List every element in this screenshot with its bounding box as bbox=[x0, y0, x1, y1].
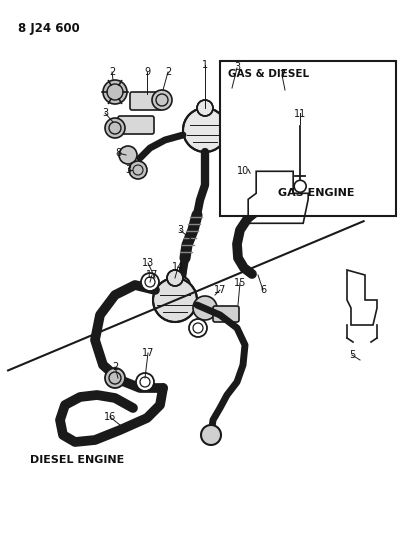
Text: 9: 9 bbox=[144, 67, 150, 77]
Circle shape bbox=[141, 273, 159, 291]
Text: 7: 7 bbox=[279, 70, 285, 80]
Text: 8: 8 bbox=[115, 148, 121, 158]
Text: 3: 3 bbox=[177, 225, 183, 235]
Circle shape bbox=[119, 146, 137, 164]
Text: 17: 17 bbox=[146, 270, 158, 280]
Circle shape bbox=[167, 270, 183, 286]
Text: GAS ENGINE: GAS ENGINE bbox=[278, 188, 354, 198]
Bar bbox=[220, 61, 396, 216]
Text: 3: 3 bbox=[234, 62, 240, 72]
Text: 16: 16 bbox=[104, 412, 116, 422]
Text: DIESEL ENGINE: DIESEL ENGINE bbox=[30, 455, 124, 465]
Text: 6: 6 bbox=[260, 285, 266, 295]
Text: 2: 2 bbox=[165, 67, 171, 77]
Text: 11: 11 bbox=[294, 109, 306, 119]
Text: 2: 2 bbox=[109, 67, 115, 77]
Circle shape bbox=[197, 100, 213, 116]
FancyBboxPatch shape bbox=[213, 306, 239, 322]
Text: 15: 15 bbox=[234, 278, 246, 288]
Circle shape bbox=[222, 87, 238, 103]
Text: 2: 2 bbox=[112, 362, 118, 372]
Circle shape bbox=[105, 368, 125, 388]
Circle shape bbox=[294, 180, 306, 192]
Text: 8 J24 600: 8 J24 600 bbox=[18, 22, 80, 35]
Circle shape bbox=[103, 80, 127, 104]
Text: 10: 10 bbox=[237, 166, 249, 176]
Text: 1: 1 bbox=[202, 60, 208, 70]
Text: 3: 3 bbox=[102, 108, 108, 118]
FancyBboxPatch shape bbox=[130, 92, 162, 110]
Text: 5: 5 bbox=[349, 350, 355, 360]
Text: 13: 13 bbox=[142, 258, 154, 268]
Text: 3: 3 bbox=[125, 165, 131, 175]
FancyBboxPatch shape bbox=[118, 116, 154, 134]
Circle shape bbox=[152, 90, 172, 110]
Circle shape bbox=[189, 319, 207, 337]
Text: 17: 17 bbox=[214, 285, 226, 295]
Circle shape bbox=[193, 296, 217, 320]
Circle shape bbox=[183, 108, 227, 152]
Text: 17: 17 bbox=[142, 348, 154, 358]
Circle shape bbox=[136, 373, 154, 391]
Text: GAS & DIESEL: GAS & DIESEL bbox=[228, 69, 309, 79]
Circle shape bbox=[129, 161, 147, 179]
Circle shape bbox=[201, 425, 221, 445]
Circle shape bbox=[174, 277, 190, 293]
Circle shape bbox=[105, 118, 125, 138]
Circle shape bbox=[153, 278, 197, 322]
Text: 14: 14 bbox=[172, 262, 184, 272]
